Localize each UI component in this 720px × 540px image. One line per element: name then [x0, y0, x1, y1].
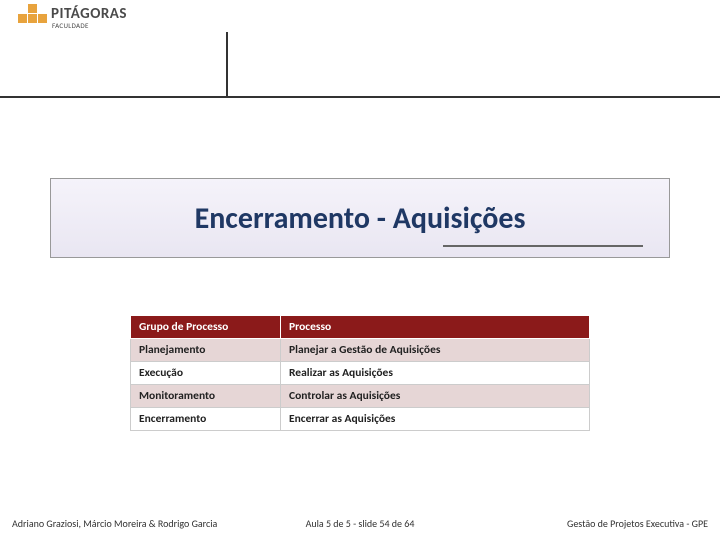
footer-slide-info: Aula 5 de 5 - slide 54 de 64	[306, 517, 415, 530]
table-header-row: Grupo de Processo Processo	[131, 316, 590, 339]
logo: PITÁGORAS FACULDADE	[18, 4, 127, 30]
cell-processo: Planejar a Gestão de Aquisições	[281, 339, 590, 362]
footer-course: Gestão de Projetos Executiva - GPE	[567, 517, 708, 530]
cell-grupo: Execução	[131, 362, 281, 385]
table-row: Encerramento Encerrar as Aquisições	[131, 408, 590, 431]
cell-processo: Controlar as Aquisições	[281, 385, 590, 408]
table-row: Execução Realizar as Aquisições	[131, 362, 590, 385]
cell-processo: Encerrar as Aquisições	[281, 408, 590, 431]
process-table: Grupo de Processo Processo Planejamento …	[130, 315, 590, 431]
table-row: Planejamento Planejar a Gestão de Aquisi…	[131, 339, 590, 362]
table-row: Monitoramento Controlar as Aquisições	[131, 385, 590, 408]
cell-processo: Realizar as Aquisições	[281, 362, 590, 385]
footer-authors: Adriano Graziosi, Márcio Moreira & Rodri…	[12, 517, 217, 530]
header-divider	[226, 32, 228, 98]
slide-title: Encerramento - Aquisições	[195, 200, 526, 237]
cell-grupo: Monitoramento	[131, 385, 281, 408]
col-header-processo: Processo	[281, 316, 590, 339]
logo-name: PITÁGORAS	[51, 5, 127, 23]
logo-squares-icon	[18, 4, 47, 23]
cell-grupo: Encerramento	[131, 408, 281, 431]
footer: Adriano Graziosi, Márcio Moreira & Rodri…	[0, 517, 720, 530]
header-region: PITÁGORAS FACULDADE	[0, 0, 720, 98]
col-header-grupo: Grupo de Processo	[131, 316, 281, 339]
title-underline	[443, 245, 643, 247]
title-box: Encerramento - Aquisições	[50, 178, 670, 258]
logo-subtitle: FACULDADE	[52, 21, 127, 30]
cell-grupo: Planejamento	[131, 339, 281, 362]
